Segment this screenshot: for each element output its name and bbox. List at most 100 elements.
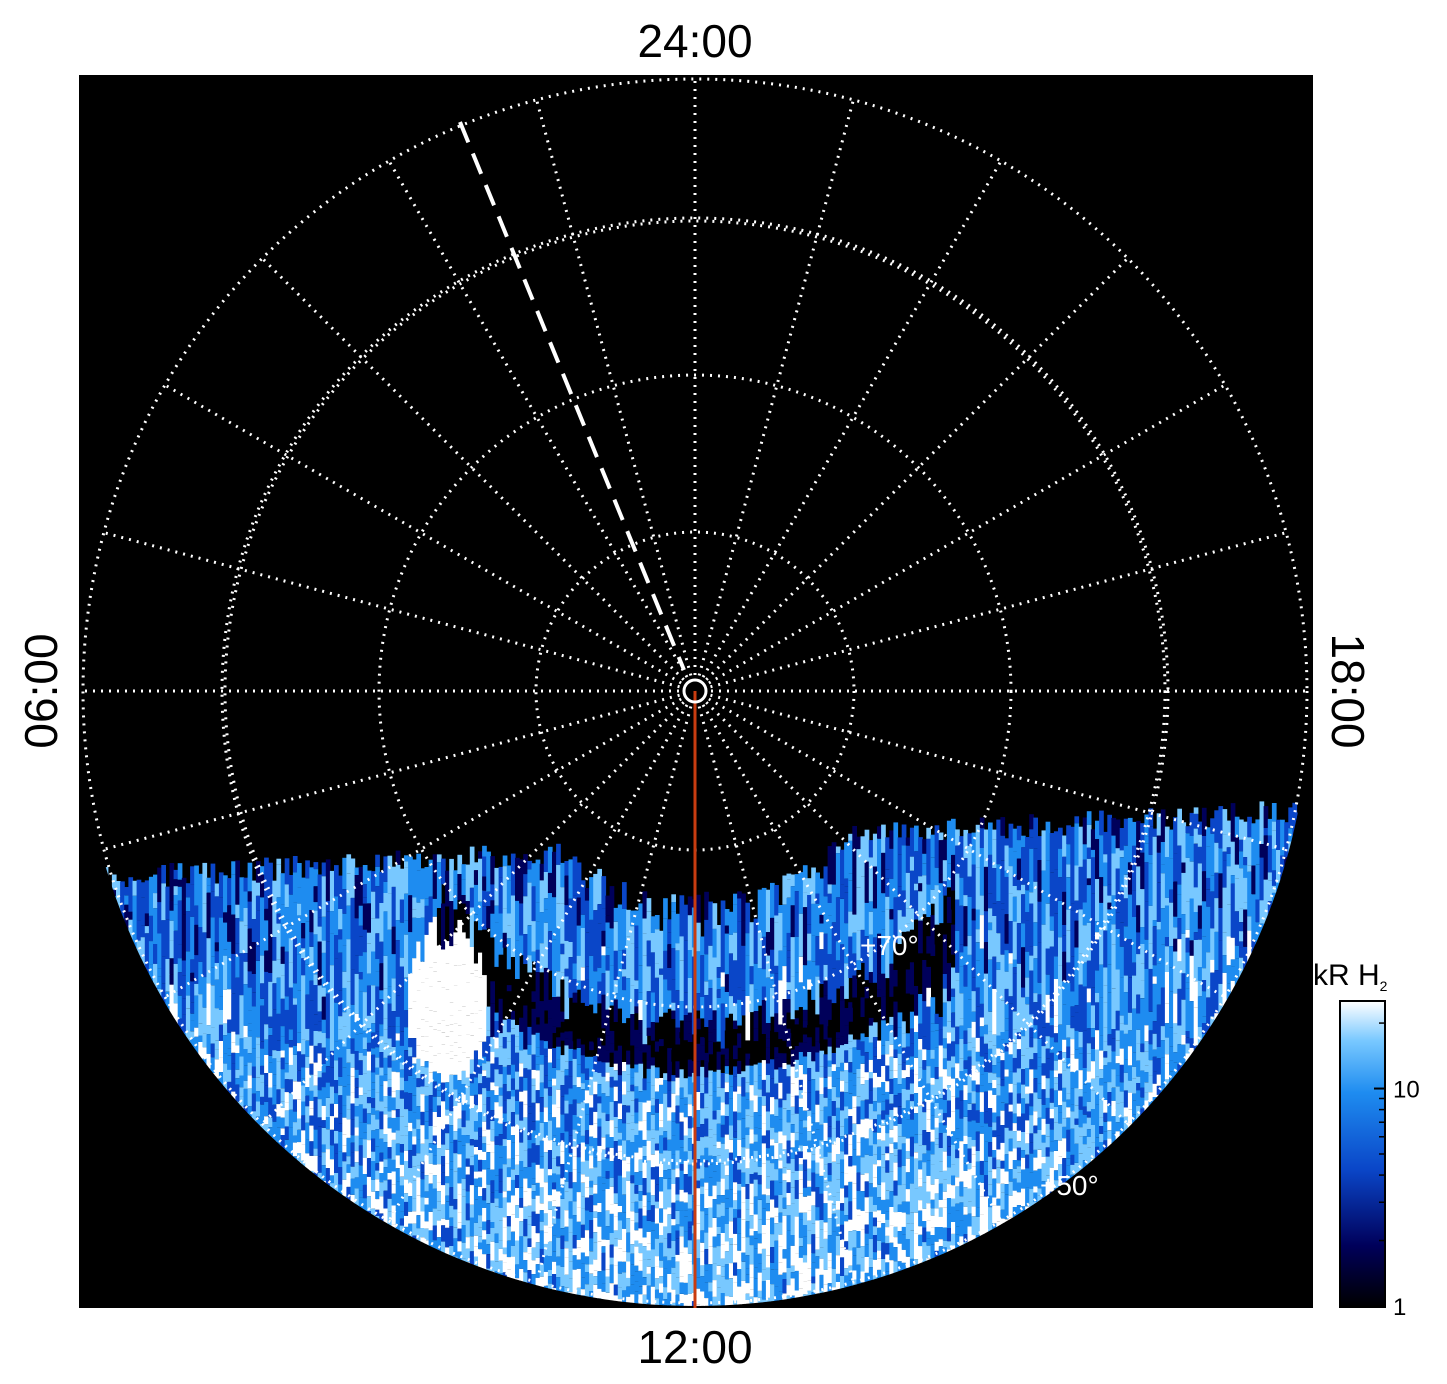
emission-cell xyxy=(712,1002,718,1011)
emission-cell xyxy=(671,1093,676,1113)
emission-cell xyxy=(552,1085,557,1105)
emission-cell xyxy=(358,1104,364,1123)
emission-cell xyxy=(498,1123,504,1135)
emission-cell xyxy=(292,1045,298,1055)
emission-cell xyxy=(399,1116,405,1136)
emission-cell xyxy=(305,1106,310,1123)
emission-cell xyxy=(786,1230,792,1249)
emission-cell xyxy=(630,1220,635,1237)
emission-cell xyxy=(387,962,393,987)
emission-cell xyxy=(724,1059,730,1067)
emission-cell xyxy=(617,1037,623,1046)
emission-cell xyxy=(807,1117,812,1132)
emission-cell xyxy=(543,1048,549,1057)
emission-cell xyxy=(395,1016,401,1027)
emission-cell xyxy=(338,1029,343,1040)
emission-cell xyxy=(366,1051,372,1071)
emission-cell xyxy=(638,1185,644,1192)
emission-cell xyxy=(696,1168,701,1181)
emission-cell xyxy=(749,1235,755,1246)
emission-cell xyxy=(728,1159,734,1177)
emission-cell xyxy=(457,1212,463,1223)
emission-cell xyxy=(371,1098,376,1108)
emission-cell xyxy=(181,998,187,1015)
emission-cell xyxy=(424,905,430,935)
emission-cell xyxy=(482,1130,487,1137)
emission-cell xyxy=(473,1050,479,1060)
emission-cell xyxy=(580,1083,586,1090)
emission-cell xyxy=(342,1145,347,1153)
emission-cell xyxy=(543,872,549,899)
emission-cell xyxy=(663,1226,668,1239)
emission-cell xyxy=(646,1259,652,1267)
emission-cell xyxy=(753,1127,759,1135)
emission-cell xyxy=(659,1222,664,1235)
emission-cell xyxy=(609,1264,615,1284)
emission-cell xyxy=(696,1288,701,1305)
emission-cell xyxy=(519,1063,524,1077)
emission-cell xyxy=(617,1132,623,1140)
emission-cell xyxy=(815,1122,820,1130)
emission-cell xyxy=(601,1137,607,1150)
emission-cell xyxy=(597,1061,602,1073)
emission-cell xyxy=(584,1272,590,1285)
emission-cell xyxy=(708,1291,713,1306)
emission-cell xyxy=(329,1175,335,1184)
emission-cell xyxy=(375,1146,380,1164)
emission-cell xyxy=(802,1170,808,1188)
emission-cell xyxy=(675,1238,681,1255)
emission-cell xyxy=(416,1215,421,1229)
emission-cell xyxy=(593,1056,598,1072)
emission-cell xyxy=(659,1084,664,1104)
emission-cell xyxy=(416,1087,421,1107)
emission-cell xyxy=(539,1210,545,1222)
emission-cell xyxy=(774,922,779,966)
emission-cell xyxy=(416,1106,421,1120)
emission-cell xyxy=(712,1145,718,1157)
emission-cell xyxy=(124,904,129,939)
emission-cell xyxy=(737,1183,742,1191)
emission-cell xyxy=(506,938,512,970)
emission-cell xyxy=(712,1247,718,1264)
emission-cell xyxy=(445,1247,450,1258)
emission-cell xyxy=(478,1227,483,1237)
emission-cell xyxy=(687,1021,693,1034)
emission-cell xyxy=(531,886,537,905)
emission-cell xyxy=(436,908,442,946)
emission-cell xyxy=(473,870,479,885)
emission-cell xyxy=(601,1270,607,1284)
emission-cell xyxy=(358,866,364,874)
emission-cell xyxy=(757,1089,763,1098)
emission-cell xyxy=(535,1213,541,1234)
emission-cell xyxy=(465,1143,471,1159)
emission-cell xyxy=(358,1045,364,1053)
emission-cell xyxy=(358,972,364,980)
emission-cell xyxy=(527,1044,533,1055)
emission-cell xyxy=(634,1029,639,1048)
emission-cell xyxy=(362,897,368,904)
emission-cell xyxy=(749,922,755,967)
emission-cell xyxy=(502,1197,508,1218)
emission-cell xyxy=(424,1086,430,1096)
emission-cell xyxy=(786,1248,792,1268)
emission-cell xyxy=(712,928,718,958)
emission-cell xyxy=(391,926,397,955)
emission-cell xyxy=(638,1243,644,1254)
emission-cell xyxy=(371,1054,376,1073)
emission-cell xyxy=(675,1224,681,1231)
emission-cell xyxy=(733,893,738,905)
emission-cell xyxy=(350,1103,356,1120)
emission-cell xyxy=(404,1050,409,1064)
emission-cell xyxy=(712,1091,718,1111)
emission-cell xyxy=(235,977,240,996)
emission-cell xyxy=(391,1140,397,1160)
emission-cell xyxy=(802,1159,808,1171)
emission-cell xyxy=(724,1104,730,1116)
emission-cell xyxy=(276,858,282,865)
emission-cell xyxy=(239,953,245,996)
emission-cell xyxy=(774,1069,779,1084)
emission-cell xyxy=(564,1257,570,1275)
emission-cell xyxy=(408,973,413,997)
emission-cell xyxy=(741,1280,746,1288)
emission-cell xyxy=(663,1061,668,1074)
